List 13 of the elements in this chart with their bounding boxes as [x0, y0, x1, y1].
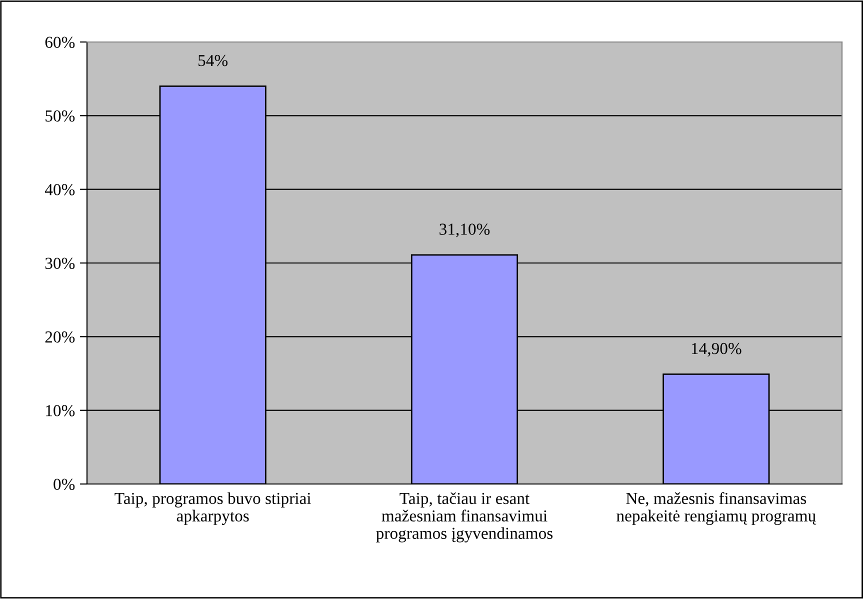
y-tick-label: 50% [46, 110, 75, 122]
y-tick-label: 60% [45, 36, 75, 48]
y-tick-label: 30% [45, 258, 75, 269]
y-tick-label: 20% [45, 331, 75, 343]
data-label: 54% [198, 54, 228, 66]
y-tick-label: 40% [44, 184, 75, 196]
y-tick-label: 0% [54, 478, 75, 490]
x-tick-label: Ne, mažesnis finansavimas nepakeitė rengiamų programų [616, 492, 816, 525]
data-label: 14,90% [692, 342, 742, 357]
data-label: 31,10% [440, 224, 490, 238]
x-tick-label: Taip, tačiau ir esant mažesniam finansavimui programos įgyvendinamos [376, 492, 553, 542]
x-tick-label: Taip, programos buvo stipriai apkarpytos [114, 492, 311, 525]
y-tick-label: 10% [46, 405, 75, 416]
